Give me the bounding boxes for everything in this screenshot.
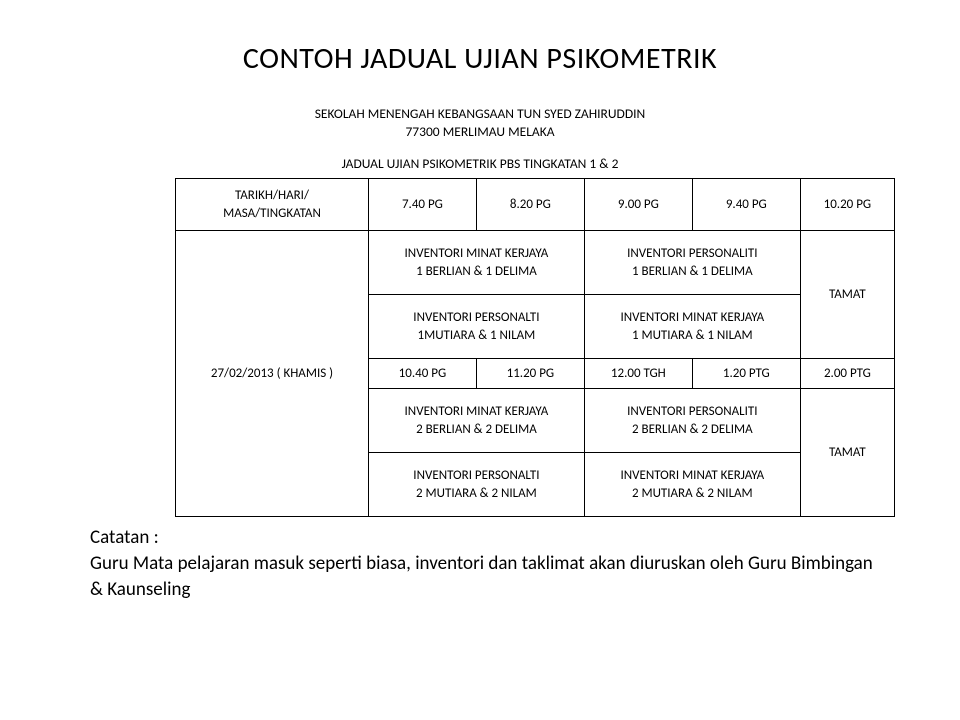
- session-line: 2 BERLIAN & 2 DELIMA: [416, 422, 537, 437]
- notes-body: Guru Mata pelajaran masuk seperti biasa,…: [90, 551, 890, 602]
- document-title: CONTOH JADUAL UJIAN PSIKOMETRIK: [45, 40, 915, 77]
- header-col-date: TARIKH/HARI/ MASA/TINGKATAN: [176, 179, 369, 231]
- session-cell: INVENTORI PERSONALITI 1 BERLIAN & 1 DELI…: [584, 231, 800, 295]
- session-line: INVENTORI PERSONALITI: [627, 404, 757, 419]
- session-line: INVENTORI PERSONALTI: [413, 310, 539, 325]
- table-header-row: TARIKH/HARI/ MASA/TINGKATAN 7.40 PG 8.20…: [176, 179, 895, 231]
- session-line: INVENTORI PERSONALTI: [413, 468, 539, 483]
- session-cell: INVENTORI PERSONALITI 2 BERLIAN & 2 DELI…: [584, 389, 800, 453]
- session-line: INVENTORI MINAT KERJAYA: [620, 468, 764, 483]
- header-time-2: 8.20 PG: [476, 179, 584, 231]
- session-cell: INVENTORI MINAT KERJAYA 2 MUTIARA & 2 NI…: [584, 453, 800, 517]
- session-line: 2 BERLIAN & 2 DELIMA: [632, 422, 753, 437]
- header-col-date-l2: MASA/TINGKATAN: [223, 206, 321, 221]
- session-cell: INVENTORI MINAT KERJAYA 2 BERLIAN & 2 DE…: [368, 389, 584, 453]
- header-col-date-l1: TARIKH/HARI/: [235, 188, 309, 203]
- notes-label: Catatan :: [90, 525, 890, 551]
- school-address: 77300 MERLIMAU MELAKA: [405, 123, 554, 140]
- session-line: 1 BERLIAN & 1 DELIMA: [632, 264, 753, 279]
- date-cell: 27/02/2013 ( KHAMIS ): [176, 231, 369, 517]
- session-line: 2 MUTIARA & 2 NILAM: [416, 486, 537, 501]
- session-cell: INVENTORI PERSONALTI 2 MUTIARA & 2 NILAM: [368, 453, 584, 517]
- school-header: SEKOLAH MENENGAH KEBANGSAAN TUN SYED ZAH…: [45, 105, 915, 141]
- header-time-5: 10.20 PG: [800, 179, 894, 231]
- session-line: 1 BERLIAN & 1 DELIMA: [416, 264, 537, 279]
- session-line: 1 MUTIARA & 1 NILAM: [632, 328, 753, 343]
- school-name: SEKOLAH MENENGAH KEBANGSAAN TUN SYED ZAH…: [315, 105, 646, 122]
- header-time-1: 7.40 PG: [368, 179, 476, 231]
- session-line: INVENTORI PERSONALITI: [627, 246, 757, 261]
- session-line: 1MUTIARA & 1 NILAM: [418, 328, 536, 343]
- session-line: INVENTORI MINAT KERJAYA: [405, 246, 549, 261]
- session-line: INVENTORI MINAT KERJAYA: [405, 404, 549, 419]
- schedule-table: TARIKH/HARI/ MASA/TINGKATAN 7.40 PG 8.20…: [175, 178, 895, 517]
- table-row: 27/02/2013 ( KHAMIS ) INVENTORI MINAT KE…: [176, 231, 895, 295]
- session-line: INVENTORI MINAT KERJAYA: [620, 310, 764, 325]
- time-cell: 10.40 PG: [368, 359, 476, 389]
- session-cell: INVENTORI PERSONALTI 1MUTIARA & 1 NILAM: [368, 295, 584, 359]
- session-cell: INVENTORI MINAT KERJAYA 1 MUTIARA & 1 NI…: [584, 295, 800, 359]
- notes-section: Catatan : Guru Mata pelajaran masuk sepe…: [45, 525, 915, 602]
- time-cell: 12.00 TGH: [584, 359, 692, 389]
- tamat-cell: TAMAT: [800, 231, 894, 359]
- time-cell: 11.20 PG: [476, 359, 584, 389]
- session-line: 2 MUTIARA & 2 NILAM: [632, 486, 753, 501]
- time-cell: 2.00 PTG: [800, 359, 894, 389]
- schedule-title: JADUAL UJIAN PSIKOMETRIK PBS TINGKATAN 1…: [45, 155, 915, 172]
- page: CONTOH JADUAL UJIAN PSIKOMETRIK SEKOLAH …: [0, 0, 960, 602]
- tamat-cell: TAMAT: [800, 389, 894, 517]
- session-cell: INVENTORI MINAT KERJAYA 1 BERLIAN & 1 DE…: [368, 231, 584, 295]
- header-time-4: 9.40 PG: [692, 179, 800, 231]
- time-cell: 1.20 PTG: [692, 359, 800, 389]
- header-time-3: 9.00 PG: [584, 179, 692, 231]
